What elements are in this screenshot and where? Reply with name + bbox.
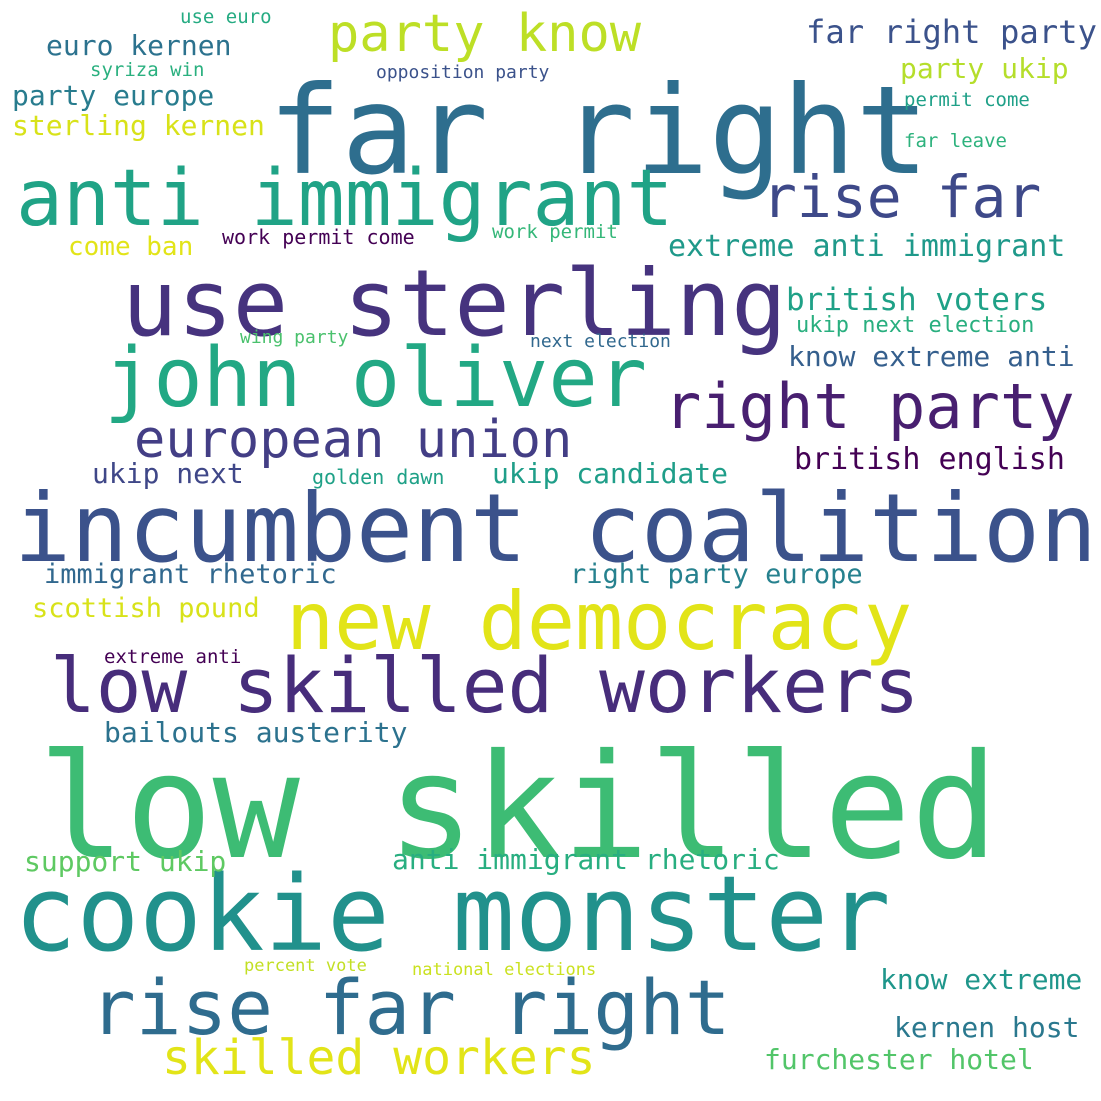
word-permit-come: permit come: [904, 89, 1030, 111]
word-work-permit-come: work permit come: [222, 225, 415, 249]
word-rise-far-right: rise far right: [90, 963, 731, 1052]
word-support-ukip: support ukip: [24, 845, 227, 878]
word-far-right: far right: [268, 60, 930, 202]
word-kernen-host: kernen host: [894, 1011, 1080, 1044]
word-british-english: british english: [794, 442, 1065, 477]
word-national-elections: national elections: [412, 960, 597, 980]
word-right-party: right party: [664, 370, 1075, 443]
word-skilled-workers: skilled workers: [162, 1030, 596, 1086]
word-incumbent-coalition: incumbent coalition: [14, 474, 1097, 584]
word-party-ukip: party ukip: [900, 52, 1069, 85]
word-euro-kernen: euro kernen: [46, 29, 232, 62]
word-come-ban: come ban: [68, 232, 194, 262]
word-sterling-kernen: sterling kernen: [12, 109, 265, 142]
word-anti-immigrant-rhetoric: anti immigrant rhetoric: [392, 843, 780, 876]
word-furchester-hotel: furchester hotel: [764, 1043, 1034, 1076]
word-work-permit: work permit: [492, 221, 618, 243]
word-golden-dawn: golden dawn: [312, 465, 445, 489]
word-rise-far: rise far: [762, 163, 1042, 231]
word-wing-party: wing party: [240, 327, 349, 348]
word-far-leave: far leave: [904, 130, 1007, 152]
word-bailouts-austerity: bailouts austerity: [104, 716, 408, 749]
word-opposition-party: opposition party: [376, 62, 550, 83]
word-ukip-next-election: ukip next election: [796, 313, 1035, 338]
word-ukip-candidate: ukip candidate: [492, 457, 729, 490]
word-new-democracy: new democracy: [286, 575, 913, 668]
word-john-oliver: john oliver: [104, 331, 648, 426]
word-anti-immigrant: anti immigrant: [16, 154, 674, 244]
word-cookie-monster: cookie monster: [14, 853, 891, 975]
word-low-skilled: low skilled: [38, 723, 999, 892]
word-british-voters: british voters: [786, 282, 1048, 318]
word-immigrant-rhetoric: immigrant rhetoric: [44, 559, 337, 590]
word-use-sterling: use sterling: [122, 250, 787, 357]
word-far-right-party: far right party: [806, 13, 1097, 51]
word-party-europe: party europe: [12, 79, 215, 112]
word-low-skilled-workers: low skilled workers: [50, 641, 920, 730]
word-percent-vote: percent vote: [244, 956, 367, 976]
word-use-euro: use euro: [180, 6, 272, 28]
word-european-union: european union: [134, 410, 573, 470]
word-right-party-europe: right party europe: [570, 559, 863, 590]
word-next-election: next election: [530, 331, 671, 352]
word-party-know: party know: [328, 4, 642, 64]
word-syriza-win: syriza win: [90, 59, 205, 81]
word-know-extreme: know extreme: [880, 963, 1083, 996]
word-extreme-anti-immigrant: extreme anti immigrant: [668, 229, 1066, 264]
word-scottish-pound: scottish pound: [32, 593, 260, 624]
word-ukip-next: ukip next: [92, 457, 244, 490]
word-extreme-anti: extreme anti: [104, 646, 242, 668]
word-know-extreme-anti: know extreme anti: [788, 340, 1075, 373]
